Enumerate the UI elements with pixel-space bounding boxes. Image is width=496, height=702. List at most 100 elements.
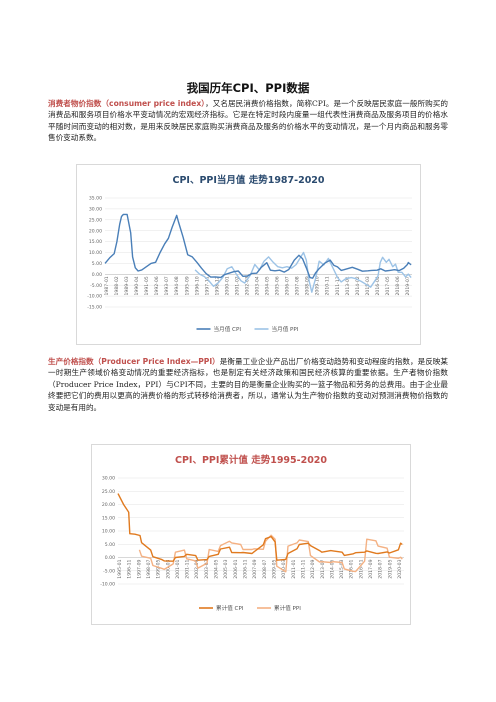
chart-cumulative-svg: CPI、PPI累计值 走势1995-2020 30.00 25.00 20.00 15.…	[100, 454, 404, 612]
x-tick-label: 1987-01	[104, 276, 110, 295]
x-tick-label: 2009-10	[315, 276, 321, 295]
x-tick-label: 2008-09	[305, 276, 311, 295]
x-tick-label: 2003-04	[255, 276, 261, 295]
y-tick-label: -5.00	[90, 283, 102, 289]
chart-cumulative: CPI、PPI累计值 走势1995-2020 30.00 25.00 20.00 15.…	[91, 444, 411, 625]
series-line	[117, 493, 403, 562]
x-tick-label: 1995-09	[184, 276, 190, 295]
x-tick-label: 2016-11	[358, 559, 364, 578]
y-tick-label: 30.00	[102, 476, 115, 482]
x-tick-label: 2016-04	[375, 276, 381, 295]
paragraph-cpi: 消费者物价指数（consumer price index），又名居民消费价格指数…	[48, 98, 448, 144]
x-tick-label: 2006-11	[243, 559, 249, 578]
y-tick-label: 15.00	[89, 239, 102, 245]
chart-title: CPI、PPI累计值 走势1995-2020	[175, 454, 327, 466]
document-title: 我国历年CPI、PPI数据	[186, 81, 310, 95]
ppi-term: 生产价格指数（Producer Price Index—PPI）	[48, 357, 220, 366]
y-tick-label: -10.00	[100, 582, 115, 588]
x-tick-label: 2011-01	[291, 559, 297, 578]
y-tick-label: 25.00	[102, 489, 115, 495]
y-tick-label: -10.00	[87, 294, 102, 300]
y-tick-label: 25.00	[89, 217, 102, 223]
x-tick-label: 2011-11	[300, 559, 306, 578]
x-tick-label: 2003-07	[204, 559, 210, 578]
x-tick-label: 2019-07	[405, 276, 411, 295]
cpi-description: ，又名居民消费价格指数，简称CPI。是一个反映居民家庭一般所购买的消费品和服务项…	[48, 99, 448, 143]
x-tick-label: 1990-04	[134, 276, 140, 295]
legend-label: 累计值 PPI	[274, 604, 301, 612]
series-line	[194, 251, 412, 293]
x-tick-label: 2020-03	[397, 559, 403, 578]
x-tick-label: 1989-03	[124, 276, 130, 295]
y-tick-label: 30.00	[89, 207, 102, 213]
chart-title: CPI、PPI当月值 走势1987-2020	[172, 174, 324, 186]
legend-label: 累计值 CPI	[216, 604, 244, 612]
x-tick-label: 1998-07	[146, 559, 152, 578]
x-tick-label: 2002-03	[244, 276, 250, 295]
chart-monthly: CPI、PPI当月值 走势1987-2020 35.00 30.00 25.00 20.…	[76, 164, 421, 345]
x-tick-label: 2006-01	[233, 559, 239, 578]
x-tick-label: 2011-12	[335, 276, 341, 295]
x-tick-label: 2008-07	[262, 559, 268, 578]
x-tick-label: 2014-05	[329, 559, 335, 578]
y-tick-label: 15.00	[102, 515, 115, 521]
y-tick-label: 10.00	[89, 250, 102, 256]
x-tick-label: 2017-09	[368, 559, 374, 578]
series-line	[138, 534, 403, 573]
x-tick-label: 2018-07	[378, 559, 384, 578]
x-tick-label: 2017-05	[385, 276, 391, 295]
ppi-description: 是衡量工业企业产品出厂价格变动趋势和变动程度的指数，是反映某一时期生产领域价格变…	[48, 357, 449, 412]
x-tick-label: 1988-02	[114, 276, 120, 295]
legend-label: 当月值 PPI	[272, 325, 299, 333]
y-tick-label: -5.00	[103, 568, 115, 574]
legend-label: 当月值 CPI	[214, 325, 242, 333]
x-tick-label: 2001-01	[175, 559, 181, 578]
chart-monthly-svg: CPI、PPI当月值 走势1987-2020 35.00 30.00 25.00 20.…	[87, 174, 412, 333]
x-tick-label: 1998-12	[214, 276, 220, 295]
x-tick-label: 1996-11	[127, 559, 133, 578]
x-tick-label: 1995-01	[117, 559, 123, 578]
y-tick-label: 5.00	[105, 542, 115, 548]
y-tick-label: 20.00	[102, 502, 115, 508]
x-tick-label: 1997-11	[204, 276, 210, 295]
y-tick-label: 20.00	[89, 228, 102, 234]
x-tick-label: 1999-05	[156, 559, 162, 578]
y-tick-label: 0.00	[92, 272, 102, 278]
series-line	[104, 213, 412, 279]
x-tick-label: 2001-02	[234, 276, 240, 295]
x-tick-label: 2007-09	[252, 559, 258, 578]
x-tick-label: 2005-03	[223, 559, 229, 578]
y-tick-label: 5.00	[92, 261, 102, 267]
x-tick-label: 2013-07	[320, 559, 326, 578]
x-tick-label: 2010-11	[325, 276, 331, 295]
x-tick-label: 2013-01	[345, 276, 351, 295]
x-tick-label: 2009-05	[271, 559, 277, 578]
x-tick-label: 2004-05	[214, 559, 220, 578]
x-tick-label: 2015-03	[339, 559, 345, 578]
x-tick-label: 2004-05	[265, 276, 271, 295]
x-tick-label: 2019-05	[387, 559, 393, 578]
x-tick-label: 2006-07	[285, 276, 291, 295]
y-tick-label: 35.00	[89, 196, 102, 202]
x-tick-label: 1996-10	[194, 276, 200, 295]
x-tick-label: 2016-01	[349, 559, 355, 578]
x-tick-label: 2005-06	[275, 276, 281, 295]
x-tick-label: 1993-07	[164, 276, 170, 295]
x-tick-label: 2002-09	[194, 559, 200, 578]
x-tick-label: 1991-05	[144, 276, 150, 295]
y-tick-label: -15.00	[87, 305, 102, 311]
y-tick-label: 10.00	[102, 529, 115, 535]
x-tick-label: 2007-08	[295, 276, 301, 295]
x-tick-label: 1994-08	[174, 276, 180, 295]
x-tick-label: 2000-01	[224, 276, 230, 295]
x-tick-label: 1997-09	[136, 559, 142, 578]
x-tick-label: 2010-03	[281, 559, 287, 578]
paragraph-ppi: 生产价格指数（Producer Price Index—PPI）是衡量工业企业产…	[48, 356, 448, 413]
x-tick-label: 2000-03	[165, 559, 171, 578]
x-tick-label: 1992-06	[154, 276, 160, 295]
y-tick-label: 0.00	[105, 555, 115, 561]
x-tick-label: 2012-09	[310, 559, 316, 578]
x-tick-label: 2018-06	[395, 276, 401, 295]
x-tick-label: 2014-02	[355, 276, 361, 295]
cpi-term: 消费者物价指数（consumer price index）	[48, 99, 206, 108]
